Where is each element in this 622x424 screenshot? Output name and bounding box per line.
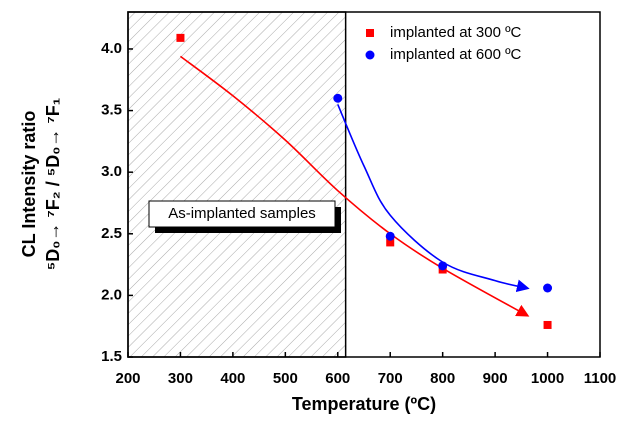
fit-line: [337, 104, 530, 293]
point: [333, 93, 343, 103]
point: [543, 283, 553, 293]
x-axis-label: Temperature (ºC): [292, 394, 436, 414]
y-tick-label: 3.5: [101, 102, 122, 119]
y-tick-label: 4.0: [101, 40, 122, 57]
legend-label: implanted at 600 ºC: [390, 46, 522, 63]
point: [543, 320, 552, 329]
shaded-region: [127, 11, 347, 358]
x-tick-label: 900: [483, 370, 508, 387]
x-tick-label: 200: [115, 370, 140, 387]
y-tick-label: 3.0: [101, 163, 122, 180]
region-label: As-implanted samples: [168, 205, 316, 222]
y-tick-label: 2.0: [101, 286, 122, 303]
legend-label: implanted at 300 ºC: [390, 24, 522, 41]
legend-marker: [366, 29, 374, 37]
x-tick-label: 600: [325, 370, 350, 387]
y-axis-label: ⁵D₀→ ⁷F₂ / ⁵D₀→ ⁷F₁: [43, 98, 63, 270]
x-tick-label: 700: [378, 370, 403, 387]
x-tick-label: 400: [220, 370, 245, 387]
point: [385, 231, 395, 241]
x-tick-label: 1000: [531, 370, 564, 387]
y-tick-label: 2.5: [101, 225, 122, 242]
point: [176, 33, 185, 42]
x-tick-label: 300: [168, 370, 193, 387]
x-tick-label: 1100: [584, 370, 617, 387]
y-tick-label: 1.5: [101, 348, 122, 365]
x-tick-label: 500: [273, 370, 298, 387]
legend-marker: [365, 50, 375, 60]
y-axis-label: CL Intensity ratio: [19, 111, 39, 258]
label-box: [148, 200, 336, 228]
plot-frame: [127, 11, 601, 358]
point: [438, 261, 448, 271]
x-tick-label: 800: [430, 370, 455, 387]
point: [386, 238, 395, 247]
